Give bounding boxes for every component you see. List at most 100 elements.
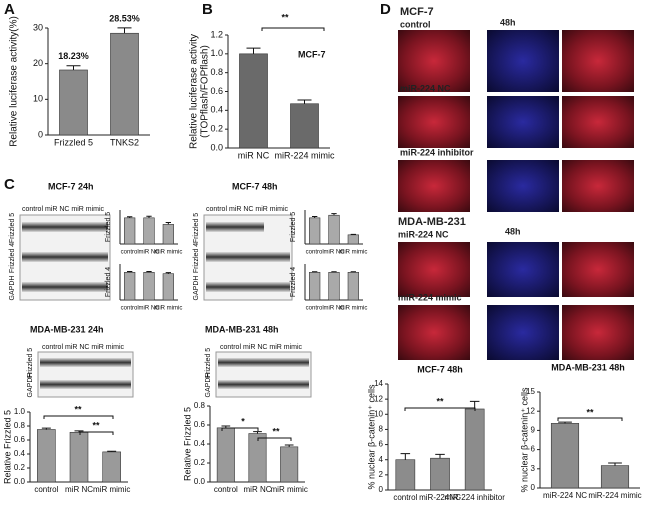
bar — [143, 217, 155, 245]
blot-band — [218, 358, 309, 367]
micrograph — [398, 30, 470, 92]
microscopy-grid — [398, 30, 634, 360]
y-tick-label: 8 — [379, 425, 384, 434]
chart: 0.0 0.2 0.4 0.6 0.8 control miR NC miR mimic Rel… — [182, 401, 307, 494]
panel-letter: A — [4, 1, 15, 18]
bar — [162, 273, 174, 301]
micrograph — [398, 96, 470, 148]
x-tick-label: miR-224NC — [419, 493, 461, 502]
error-bar — [435, 453, 445, 459]
y-axis-label: Relative luciferase activity — [189, 34, 200, 149]
y-tick-label: 12 — [374, 394, 383, 403]
annotation: ** — [74, 404, 82, 414]
x-tick-label: control — [214, 485, 238, 494]
bar — [550, 423, 580, 489]
error-bar — [41, 427, 51, 430]
chart: 0.0 0.2 0.4 0.6 0.8 1.0 1.2 miR NC miR-224 mimic… — [189, 12, 335, 160]
x-tick-label: miR mimic — [271, 485, 308, 494]
blot-band — [218, 380, 309, 389]
lane-labels: control miR NC miR mimic — [206, 206, 289, 213]
image-label: miR-224 inhibitor — [400, 147, 474, 157]
value-label: 18.23% — [58, 51, 89, 61]
x-tick-label: miR NC — [244, 485, 272, 494]
bar — [239, 53, 268, 149]
row-label: GAPDH — [27, 373, 34, 398]
bar — [37, 429, 56, 483]
y-tick-label: 0.6 — [210, 86, 223, 96]
blot: MDA-MB-231 24h control miR NC miR mimic … — [27, 324, 134, 398]
y-tick-label: 0 — [379, 485, 384, 494]
micrograph — [398, 242, 470, 297]
bar — [464, 408, 485, 491]
error-bar — [284, 444, 294, 447]
error-bar — [400, 453, 411, 460]
y-axis-label: Frizzled 5 — [105, 212, 112, 242]
bar — [216, 427, 235, 483]
x-tick-label: miR-224 inhibitor — [444, 493, 505, 502]
bar — [347, 234, 359, 245]
micrograph — [487, 30, 559, 92]
y-tick-label: 0.2 — [194, 458, 206, 467]
blot-band — [206, 222, 264, 232]
error-bar — [146, 215, 152, 218]
blot: MDA-MB-231 48h control miR NC miR mimic … — [205, 324, 312, 398]
blot: MCF-7 48h control miR NC miR mimic Frizz… — [193, 181, 293, 301]
blot-title: MDA-MB-231 24h — [30, 324, 104, 334]
blot-band — [22, 222, 108, 232]
chart: 0.0 0.2 0.4 0.6 0.8 1.0 control miR NC miR mimic… — [2, 404, 130, 494]
x-tick-label: miR-224 NC — [543, 491, 587, 500]
micrograph — [562, 160, 634, 212]
bar — [110, 32, 139, 136]
y-tick-label: 0.8 — [14, 421, 26, 430]
y-axis-label: % nuclear β-catenin⁺ cells — [366, 384, 376, 489]
lane-labels: control miR NC miR mimic — [42, 344, 125, 351]
blot-band — [22, 282, 108, 292]
error-bar — [165, 272, 171, 274]
blot-band — [40, 380, 131, 389]
y-tick-label: 9 — [531, 426, 536, 435]
y-tick-label: 3 — [531, 464, 536, 473]
bar — [600, 465, 630, 489]
bar — [59, 69, 88, 136]
row-label: Frizzled 5 — [193, 213, 200, 243]
bar — [430, 457, 450, 491]
micrograph — [487, 160, 559, 212]
micrograph — [487, 305, 559, 360]
error-bar — [331, 271, 337, 273]
y-tick-label: 1.0 — [14, 407, 26, 416]
x-tick-label: control — [121, 306, 139, 312]
row-label: GAPDH — [9, 276, 16, 301]
significance-bracket — [257, 437, 292, 441]
y-tick-label: 0.0 — [194, 477, 206, 486]
micrograph — [562, 242, 634, 297]
x-tick-label: miR NC — [324, 306, 346, 312]
error-bar — [312, 216, 318, 218]
y-tick-label: 15 — [526, 387, 535, 396]
blot: MCF-7 24h control miR NC miR mimic Frizz… — [9, 181, 111, 301]
x-tick-label: miR mimic — [154, 306, 182, 312]
error-bar — [165, 222, 171, 225]
significance-bracket — [79, 431, 114, 435]
x-tick-label: control — [34, 485, 58, 494]
error-bar — [558, 421, 572, 424]
y-tick-label: 0.0 — [14, 477, 26, 486]
error-bar — [117, 27, 132, 34]
y-tick-label: 14 — [374, 379, 383, 388]
y-tick-label: 4 — [379, 455, 384, 464]
blot-title: MCF-7 24h — [48, 181, 94, 191]
blot-band — [40, 358, 131, 367]
x-tick-label: miR mimic — [339, 250, 367, 256]
row-label: GAPDH — [193, 276, 200, 301]
annotation: ** — [586, 407, 594, 417]
image-label: miR-224 NC — [398, 229, 449, 239]
annotation: ** — [436, 396, 444, 406]
row-label: Frizzled 5 — [27, 348, 34, 378]
x-tick-label: miR-224 mimic — [274, 150, 335, 160]
y-axis-label: Relative Frizzled 5 — [2, 410, 12, 484]
